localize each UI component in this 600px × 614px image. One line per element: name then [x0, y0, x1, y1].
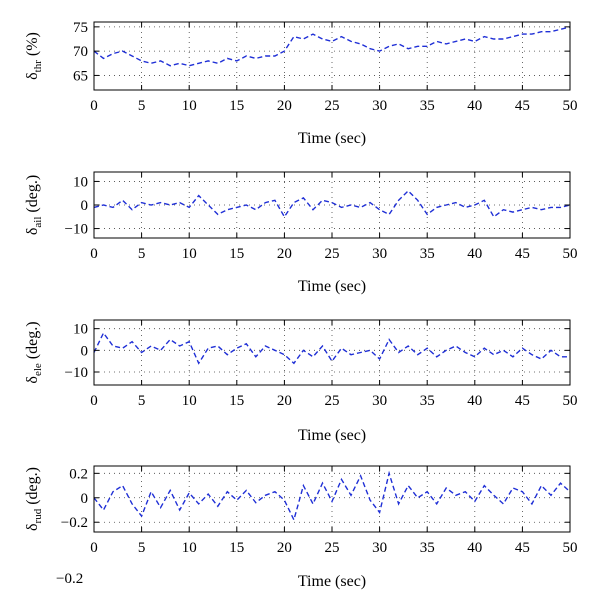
x-tick-label: 45	[515, 393, 530, 409]
y-tick-label: 10	[73, 174, 88, 190]
y-axis-label: δrud (deg.)	[24, 467, 44, 531]
y-tick-label: 65	[73, 68, 88, 84]
x-tick-label: 25	[325, 540, 340, 556]
x-tick-label: 40	[467, 540, 482, 556]
x-tick-label: 15	[229, 98, 244, 114]
x-axis-label: Time (sec)	[298, 130, 366, 147]
stray-tick-label: −0.2	[56, 571, 83, 587]
x-tick-label: 35	[420, 246, 435, 262]
x-tick-label: 20	[277, 246, 292, 262]
y-tick-label: 0	[81, 343, 89, 359]
x-tick-label: 15	[229, 540, 244, 556]
x-tick-label: 40	[467, 393, 482, 409]
series-line	[93, 189, 571, 219]
x-tick-label: 5	[138, 246, 146, 262]
x-tick-label: 30	[372, 246, 387, 262]
axes-frame	[93, 171, 571, 239]
x-tick-label: 50	[563, 98, 578, 114]
x-tick-label: 40	[467, 246, 482, 262]
x-tick-label: 30	[372, 540, 387, 556]
y-tick-label: −10	[65, 222, 88, 238]
x-tick-label: 25	[325, 393, 340, 409]
x-tick-label: 30	[372, 393, 387, 409]
x-axis-label: Time (sec)	[298, 573, 366, 590]
x-tick-label: 25	[325, 246, 340, 262]
subplot-1: 0 5 10 15 20 25 30 35 40 45 50 65 70 75 Time (sec) δthr…	[24, 20, 578, 147]
x-tick-label: 35	[420, 98, 435, 114]
y-axis-label: δthr (%)	[24, 32, 44, 80]
y-tick-label: 70	[73, 44, 88, 60]
series-line	[93, 331, 570, 365]
x-tick-label: 45	[515, 98, 530, 114]
y-tick-label: 0	[81, 491, 89, 507]
x-tick-label: 35	[420, 393, 435, 409]
x-tick-label: 20	[277, 98, 292, 114]
x-axis-label: Time (sec)	[298, 278, 366, 295]
x-tick-label: 20	[277, 540, 292, 556]
x-tick-label: 15	[229, 393, 244, 409]
x-axis-label: Time (sec)	[298, 427, 366, 444]
x-tick-label: 45	[515, 540, 530, 556]
x-tick-label: 50	[563, 540, 578, 556]
y-axis-label: δail (deg.)	[24, 175, 44, 235]
x-tick-label: 50	[563, 246, 578, 262]
x-tick-label: 0	[90, 246, 98, 262]
x-tick-label: 10	[182, 393, 197, 409]
y-tick-label: 0.2	[69, 466, 88, 482]
x-tick-label: 40	[467, 98, 482, 114]
x-tick-label: 5	[138, 540, 146, 556]
y-tick-label: 10	[73, 322, 88, 338]
x-tick-label: 35	[420, 540, 435, 556]
series-line	[93, 470, 571, 522]
series-line	[93, 26, 571, 67]
x-tick-label: 10	[182, 246, 197, 262]
x-tick-label: 10	[182, 98, 197, 114]
y-tick-label: 0	[81, 198, 89, 214]
x-tick-label: 50	[563, 393, 578, 409]
x-tick-label: 5	[138, 98, 146, 114]
x-tick-label: 25	[325, 98, 340, 114]
x-tick-label: 15	[229, 246, 244, 262]
y-tick-label: 75	[73, 20, 88, 36]
x-tick-label: 0	[90, 98, 98, 114]
x-tick-label: 5	[138, 393, 146, 409]
x-tick-label: 10	[182, 540, 197, 556]
x-tick-label: 0	[90, 540, 98, 556]
x-tick-label: 30	[372, 98, 387, 114]
y-tick-label: −10	[65, 365, 88, 381]
x-tick-label: 0	[90, 393, 98, 409]
x-tick-label: 45	[515, 246, 530, 262]
y-tick-label: −0.2	[61, 515, 88, 531]
x-tick-label: 20	[277, 393, 292, 409]
y-axis-label: δele (deg.)	[24, 321, 44, 383]
